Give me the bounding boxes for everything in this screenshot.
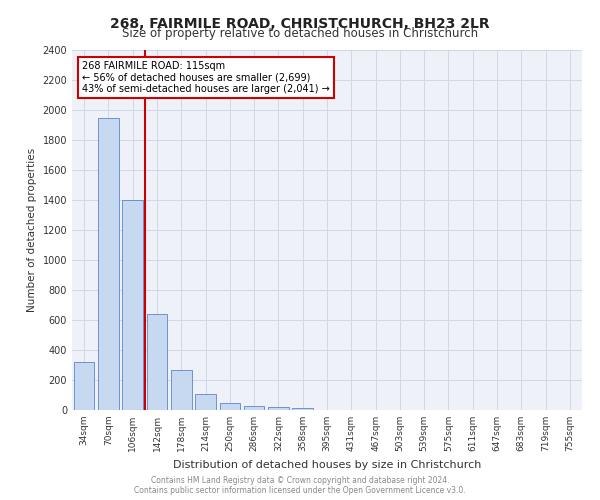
Y-axis label: Number of detached properties: Number of detached properties (27, 148, 37, 312)
Bar (122, 200, 143, 410)
Bar (268, 407, 289, 410)
Bar (171, 370, 191, 410)
Bar (98, 118, 119, 410)
Text: 268 FAIRMILE ROAD: 115sqm
← 56% of detached houses are smaller (2,699)
43% of se: 268 FAIRMILE ROAD: 115sqm ← 56% of detac… (82, 61, 330, 94)
Bar (220, 403, 240, 410)
Bar (244, 406, 265, 410)
Bar (146, 314, 167, 410)
Text: Size of property relative to detached houses in Christchurch: Size of property relative to detached ho… (122, 28, 478, 40)
Text: 268, FAIRMILE ROAD, CHRISTCHURCH, BH23 2LR: 268, FAIRMILE ROAD, CHRISTCHURCH, BH23 2… (110, 18, 490, 32)
Bar (292, 408, 313, 410)
Bar (74, 362, 94, 410)
X-axis label: Distribution of detached houses by size in Christchurch: Distribution of detached houses by size … (173, 460, 481, 469)
Bar (195, 394, 216, 410)
Text: Contains HM Land Registry data © Crown copyright and database right 2024.
Contai: Contains HM Land Registry data © Crown c… (134, 476, 466, 495)
